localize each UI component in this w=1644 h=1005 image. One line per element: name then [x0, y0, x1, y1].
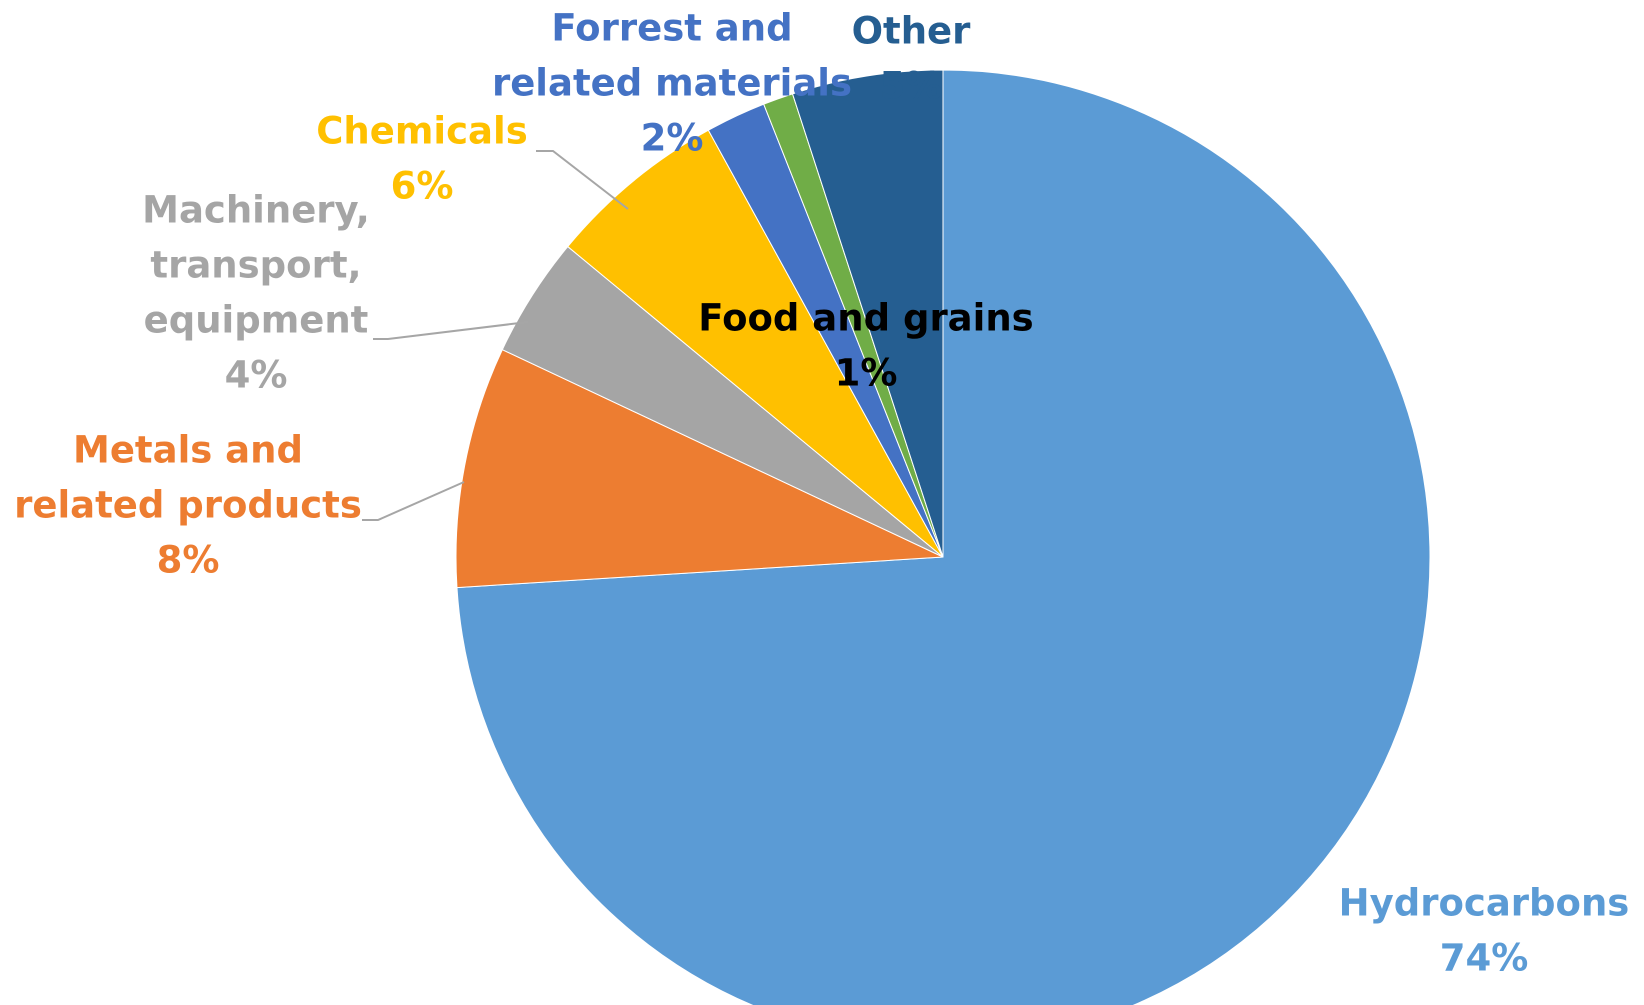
leader-line-machinery-transport-equipment: [373, 321, 529, 340]
data-label-category: Machinery,: [142, 189, 370, 232]
data-label-hydrocarbons: Hydrocarbons 74%: [1339, 882, 1630, 980]
data-label-category: related products: [14, 484, 362, 527]
data-label-other: Other 5%: [852, 10, 972, 108]
data-label-category: related materials: [492, 62, 852, 105]
data-label-value: 2%: [641, 117, 704, 160]
data-label-value: 6%: [391, 165, 454, 208]
data-label-category: Hydrocarbons: [1339, 882, 1630, 925]
data-label-category: transport,: [150, 244, 361, 287]
leader-line-metals-and-related-products: [362, 481, 465, 521]
data-label-value: 1%: [835, 352, 898, 395]
data-label-machinery-transport-equipment: Machinery, transport, equipment 4%: [142, 189, 370, 397]
pie-slice-metals-and-related-products: [455, 348, 944, 589]
data-label-forrest-and-related-materials: Forrest and related materials 2%: [492, 7, 852, 160]
data-label-value: 4%: [225, 354, 288, 397]
pie-slice-other: [791, 69, 944, 558]
data-label-value: 74%: [1440, 937, 1529, 980]
data-label-category: Forrest and: [551, 7, 792, 50]
leader-line-chemicals: [536, 150, 629, 210]
data-label-chemicals: Chemicals 6%: [316, 110, 527, 208]
data-label-category: Other: [852, 10, 972, 53]
data-label-category: Chemicals: [316, 110, 527, 153]
data-label-category: Metals and: [73, 429, 303, 472]
pie-slice-chemicals: [567, 129, 944, 558]
data-labels-layer: Hydrocarbons 74% Metals and related product…: [14, 7, 1629, 980]
data-label-value: 8%: [157, 539, 220, 582]
data-label-food-and-grains: Food and grains 1%: [698, 297, 1033, 395]
data-label-value: 5%: [880, 65, 943, 108]
data-label-category: equipment: [144, 299, 369, 342]
slices-layer: [455, 69, 1431, 1005]
leader-lines-layer: [362, 150, 629, 521]
data-label-metals-and-related-products: Metals and related products 8%: [14, 429, 362, 582]
data-label-category: Food and grains: [698, 297, 1033, 340]
